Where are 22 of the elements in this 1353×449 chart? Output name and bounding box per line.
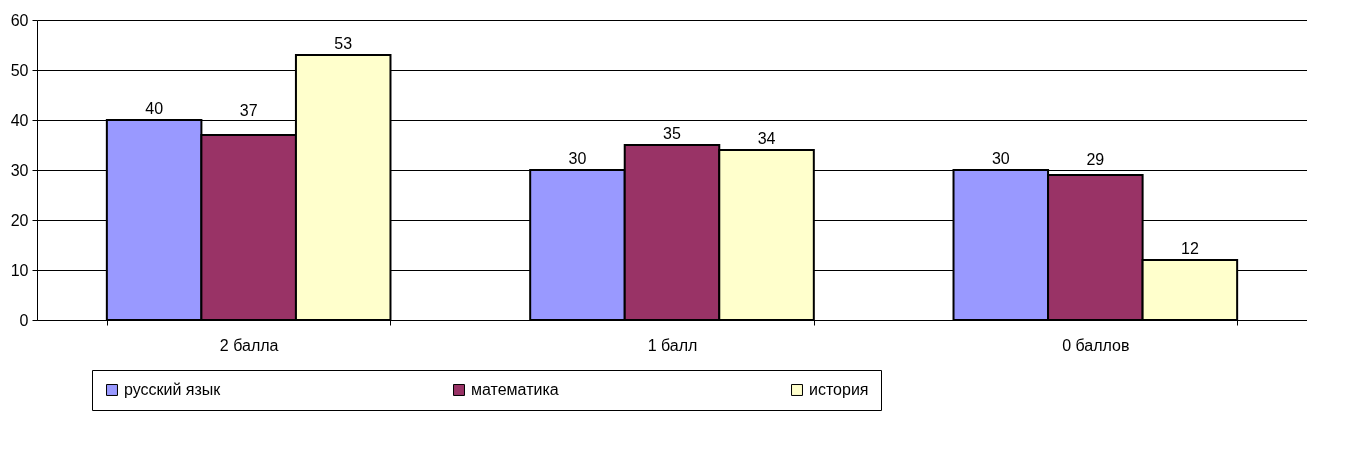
data-label: 34	[757, 130, 776, 147]
data-label: 30	[991, 150, 1010, 167]
x-tick-label: 2 балла	[219, 336, 279, 354]
y-tick-label: 0	[19, 311, 29, 329]
legend-label: русский язык	[124, 381, 222, 398]
legend-label: математика	[471, 381, 559, 398]
y-tick-label: 10	[10, 261, 29, 279]
data-label: 40	[145, 100, 164, 117]
data-label: 35	[663, 125, 681, 142]
data-label: 29	[1086, 150, 1105, 168]
y-tick-label: 60	[10, 11, 29, 29]
legend-label: история	[809, 381, 869, 398]
y-tick-label: 40	[10, 111, 29, 129]
y-tick-label: 20	[10, 211, 29, 229]
data-label: 12	[1180, 240, 1199, 257]
data-label: 37	[239, 101, 258, 119]
y-tick-label: 30	[10, 161, 29, 179]
x-tick-label: 0 баллов	[1062, 336, 1130, 354]
data-label: 30	[568, 150, 587, 167]
x-tick-label: 1 балл	[647, 336, 698, 354]
y-tick-label: 50	[10, 61, 29, 79]
data-label: 53	[334, 35, 353, 52]
